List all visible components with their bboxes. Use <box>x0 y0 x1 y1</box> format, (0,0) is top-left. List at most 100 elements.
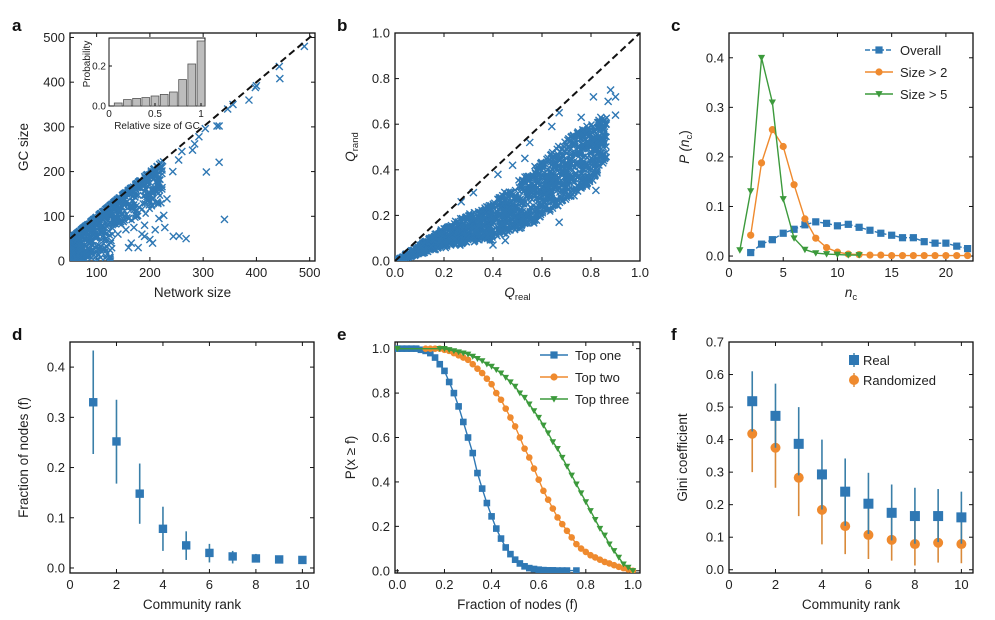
x-stroke <box>175 231 184 240</box>
x-tick-label: 500 <box>299 265 321 280</box>
inset-bar <box>132 98 141 107</box>
scatter-point <box>132 212 141 221</box>
scatter-point <box>275 74 284 83</box>
x-stroke <box>202 168 211 177</box>
x-stroke <box>106 252 114 260</box>
scatter-point <box>215 121 224 130</box>
inset-x-axis-label: Relative size of GC <box>114 121 200 132</box>
scatter-point <box>201 124 210 133</box>
x-stroke <box>275 62 284 71</box>
scatter-point <box>119 217 128 226</box>
x-stroke <box>145 201 153 209</box>
plot-frame <box>69 32 316 262</box>
scatter-point <box>99 246 107 254</box>
x-stroke <box>107 239 115 247</box>
x-tick-label: 400 <box>246 265 268 280</box>
scatter-point <box>215 158 224 167</box>
scatter-point <box>140 232 149 241</box>
scatter-point <box>159 211 168 220</box>
scatter-point <box>149 189 157 197</box>
x-stroke <box>148 169 156 177</box>
scatter-point <box>158 170 166 178</box>
inset-y-tick-label: 0.0 <box>92 102 106 113</box>
x-stroke <box>159 211 168 220</box>
scatter-point <box>134 243 143 252</box>
inset-x-tick-label: 1 <box>198 109 204 120</box>
x-stroke <box>138 205 146 213</box>
y-tick-label: 0.6 <box>372 117 390 132</box>
x-stroke <box>134 184 142 192</box>
x-stroke <box>97 254 105 261</box>
scatter-point <box>98 221 106 229</box>
x-stroke <box>523 191 531 199</box>
x-tick-label: 100 <box>86 265 108 280</box>
scatter-point <box>109 221 117 229</box>
x-stroke <box>82 252 90 260</box>
scatter-point <box>77 243 85 251</box>
scatter-point <box>113 230 122 239</box>
x-stroke <box>76 248 84 256</box>
x-stroke <box>151 172 159 180</box>
x-stroke <box>134 243 143 252</box>
x-stroke <box>140 221 149 230</box>
x-stroke <box>83 235 91 243</box>
scatter-points <box>395 86 620 261</box>
inset-bar <box>123 99 132 107</box>
x-stroke <box>149 189 157 197</box>
x-stroke <box>128 203 136 211</box>
scatter-point <box>88 254 96 261</box>
inset-bar <box>187 63 197 107</box>
x-stroke <box>140 232 149 241</box>
y-tick-label: 0.2 <box>372 208 390 223</box>
x-stroke <box>99 246 107 254</box>
x-stroke <box>127 239 136 248</box>
x-stroke <box>98 221 106 229</box>
x-stroke <box>131 183 139 191</box>
x-stroke <box>153 198 161 206</box>
x-stroke <box>158 170 166 178</box>
scatter-point <box>107 255 115 261</box>
y-tick-label: 400 <box>43 75 65 90</box>
x-stroke <box>97 236 105 244</box>
scatter-point <box>83 235 91 243</box>
x-stroke <box>220 215 229 224</box>
scatter-point <box>70 250 76 258</box>
scatter-point <box>142 186 150 194</box>
x-stroke <box>72 257 78 261</box>
scatter-point <box>160 223 169 232</box>
x-stroke <box>131 193 139 201</box>
x-stroke <box>70 239 75 245</box>
x-stroke <box>275 74 284 83</box>
x-stroke <box>154 175 162 183</box>
x-stroke <box>154 214 163 223</box>
inset-bar <box>178 79 187 107</box>
panel-letter: a <box>12 16 22 35</box>
y-tick-label: 200 <box>43 164 65 179</box>
scatter-point <box>213 121 221 130</box>
scatter-point <box>244 96 253 105</box>
x-stroke <box>154 200 162 208</box>
x-stroke <box>88 254 96 261</box>
x-stroke <box>97 247 105 255</box>
x-tick-label: 300 <box>192 265 214 280</box>
scatter-point <box>124 243 133 252</box>
inset-x-tick-label: 0 <box>106 109 112 120</box>
x-stroke <box>72 232 80 240</box>
x-stroke <box>119 217 128 226</box>
x-stroke <box>177 147 186 156</box>
scatter-point <box>151 172 159 180</box>
x-stroke <box>160 223 169 232</box>
scatter-point <box>182 234 191 243</box>
scatter-point <box>142 210 150 218</box>
y-axis-label: GC size <box>16 123 31 171</box>
x-stroke <box>151 225 160 234</box>
inset-x-tick-label: 0.5 <box>148 109 162 120</box>
inset-bar <box>169 91 178 107</box>
x-stroke <box>102 230 110 238</box>
scatter-point <box>90 217 98 225</box>
x-stroke <box>70 256 74 261</box>
scatter-point <box>132 191 140 199</box>
x-stroke <box>121 225 130 234</box>
x-stroke <box>86 240 94 248</box>
x-tick-label: 0.6 <box>533 265 551 280</box>
